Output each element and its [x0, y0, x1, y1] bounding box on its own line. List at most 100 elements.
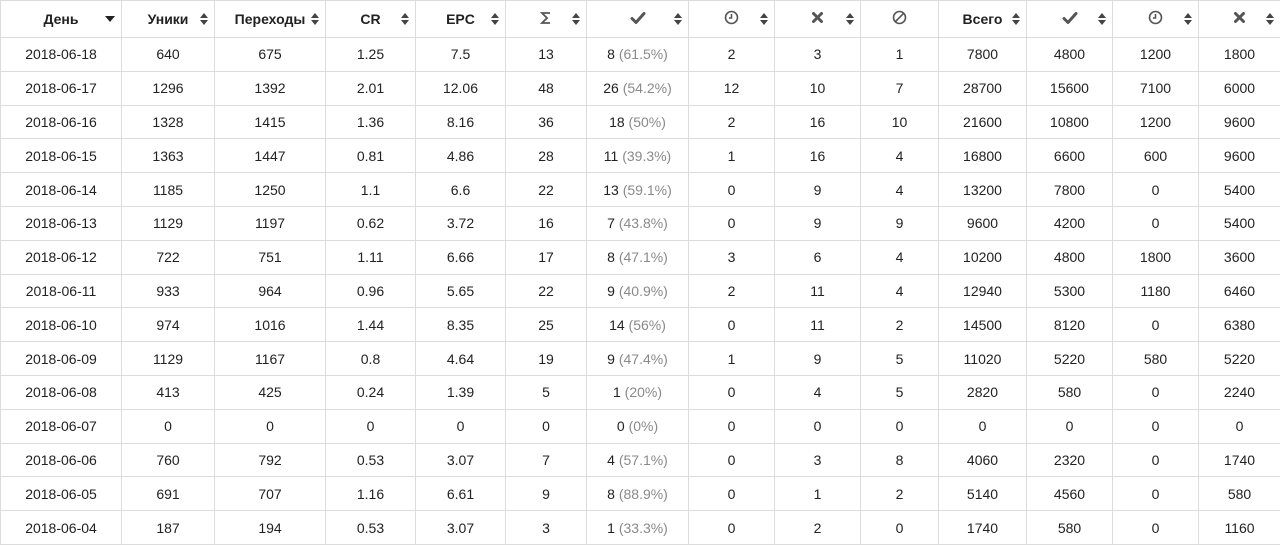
cell-approved_leads: 1 (33.3%): [587, 511, 689, 545]
cell-total_sum: 16800: [939, 139, 1027, 173]
cell-day: 2018-06-07: [1, 409, 122, 443]
cell-uniques: 1363: [122, 139, 215, 173]
cell-approved_sum: 6600: [1027, 139, 1113, 173]
column-header-label: Всего: [963, 11, 1003, 27]
cell-total_sum: 9600: [939, 206, 1027, 240]
cell-trash_leads: 4: [861, 139, 939, 173]
column-header-clicks[interactable]: Переходы: [215, 1, 326, 38]
cell-epc: 8.16: [416, 105, 506, 139]
cell-clicks: 1197: [215, 206, 326, 240]
cell-epc: 3.07: [416, 511, 506, 545]
approved-percent: (61.5%): [619, 46, 668, 62]
column-header-cr[interactable]: CR: [326, 1, 416, 38]
cell-day: 2018-06-05: [1, 477, 122, 511]
column-header-total_sum[interactable]: Всего: [939, 1, 1027, 38]
cell-epc: 8.35: [416, 308, 506, 342]
cell-pending_leads: 1: [689, 139, 775, 173]
cell-cr: 1.1: [326, 173, 416, 207]
cell-approved_sum: 4200: [1027, 206, 1113, 240]
cell-rejected_sum: 5220: [1199, 342, 1280, 376]
cell-rejected_sum: 1160: [1199, 511, 1280, 545]
cell-clicks: 1392: [215, 71, 326, 105]
cell-epc: 3.72: [416, 206, 506, 240]
cell-approved_leads: 26 (54.2%): [587, 71, 689, 105]
column-header-pending_sum[interactable]: [1113, 1, 1199, 38]
cell-rejected_leads: 9: [775, 206, 861, 240]
cell-trash_leads: 4: [861, 274, 939, 308]
cell-pending_sum: 0: [1113, 375, 1199, 409]
cell-trash_leads: 2: [861, 477, 939, 511]
column-header-rejected_leads[interactable]: [775, 1, 861, 38]
column-header-day[interactable]: День: [1, 1, 122, 38]
cell-trash_leads: 2: [861, 308, 939, 342]
cell-total_leads: 16: [506, 206, 587, 240]
cell-day: 2018-06-12: [1, 240, 122, 274]
cell-total_leads: 5: [506, 375, 587, 409]
approved-count: 1: [613, 384, 621, 400]
cell-total_leads: 3: [506, 511, 587, 545]
cell-uniques: 933: [122, 274, 215, 308]
cell-pending_leads: 0: [689, 375, 775, 409]
cell-total_sum: 13200: [939, 173, 1027, 207]
cell-epc: 5.65: [416, 274, 506, 308]
cell-day: 2018-06-13: [1, 206, 122, 240]
cell-total_leads: 22: [506, 274, 587, 308]
cell-pending_sum: 0: [1113, 173, 1199, 207]
cell-total_leads: 9: [506, 477, 587, 511]
cell-total_leads: 28: [506, 139, 587, 173]
column-header-epc[interactable]: EPC: [416, 1, 506, 38]
column-header-approved_sum[interactable]: [1027, 1, 1113, 38]
cell-pending_sum: 1200: [1113, 38, 1199, 72]
cell-approved_leads: 14 (56%): [587, 308, 689, 342]
cell-epc: 7.5: [416, 38, 506, 72]
column-header-content: [1233, 11, 1246, 24]
cell-pending_sum: 0: [1113, 477, 1199, 511]
column-header-rejected_sum[interactable]: [1199, 1, 1280, 38]
cell-pending_sum: 1800: [1113, 240, 1199, 274]
cell-pending_sum: 0: [1113, 409, 1199, 443]
cell-uniques: 760: [122, 443, 215, 477]
sort-icon: [311, 13, 319, 25]
column-header-total_leads[interactable]: [506, 1, 587, 38]
approved-percent: (20%): [625, 384, 662, 400]
cell-approved_sum: 4800: [1027, 240, 1113, 274]
cell-approved_leads: 1 (20%): [587, 375, 689, 409]
cell-day: 2018-06-18: [1, 38, 122, 72]
approved-count: 7: [607, 215, 615, 231]
approved-count: 13: [603, 182, 619, 198]
cell-uniques: 0: [122, 409, 215, 443]
column-header-content: День: [44, 11, 79, 27]
approved-percent: (88.9%): [619, 486, 668, 502]
cell-rejected_sum: 5400: [1199, 206, 1280, 240]
sort-icon: [200, 13, 208, 25]
cell-approved_sum: 580: [1027, 375, 1113, 409]
cell-rejected_sum: 9600: [1199, 139, 1280, 173]
cell-epc: 1.39: [416, 375, 506, 409]
column-header-trash_leads[interactable]: [861, 1, 939, 38]
sort-icon: [491, 13, 499, 25]
approved-percent: (50%): [629, 114, 666, 130]
approved-percent: (33.3%): [619, 520, 668, 536]
clock-icon: [1148, 10, 1163, 25]
cell-trash_leads: 7: [861, 71, 939, 105]
cell-pending_leads: 0: [689, 511, 775, 545]
cell-approved_sum: 4800: [1027, 38, 1113, 72]
column-header-content: Уники: [148, 11, 189, 27]
cell-cr: 0.81: [326, 139, 416, 173]
cell-rejected_sum: 0: [1199, 409, 1280, 443]
cell-approved_leads: 0 (0%): [587, 409, 689, 443]
approved-percent: (47.1%): [619, 249, 668, 265]
cell-pending_leads: 0: [689, 409, 775, 443]
cell-rejected_leads: 3: [775, 443, 861, 477]
approved-percent: (40.9%): [619, 283, 668, 299]
cell-clicks: 1250: [215, 173, 326, 207]
column-header-uniques[interactable]: Уники: [122, 1, 215, 38]
column-header-approved_leads[interactable]: [587, 1, 689, 38]
sort-icon: [1266, 13, 1274, 25]
column-header-pending_leads[interactable]: [689, 1, 775, 38]
approved-count: 4: [607, 452, 615, 468]
